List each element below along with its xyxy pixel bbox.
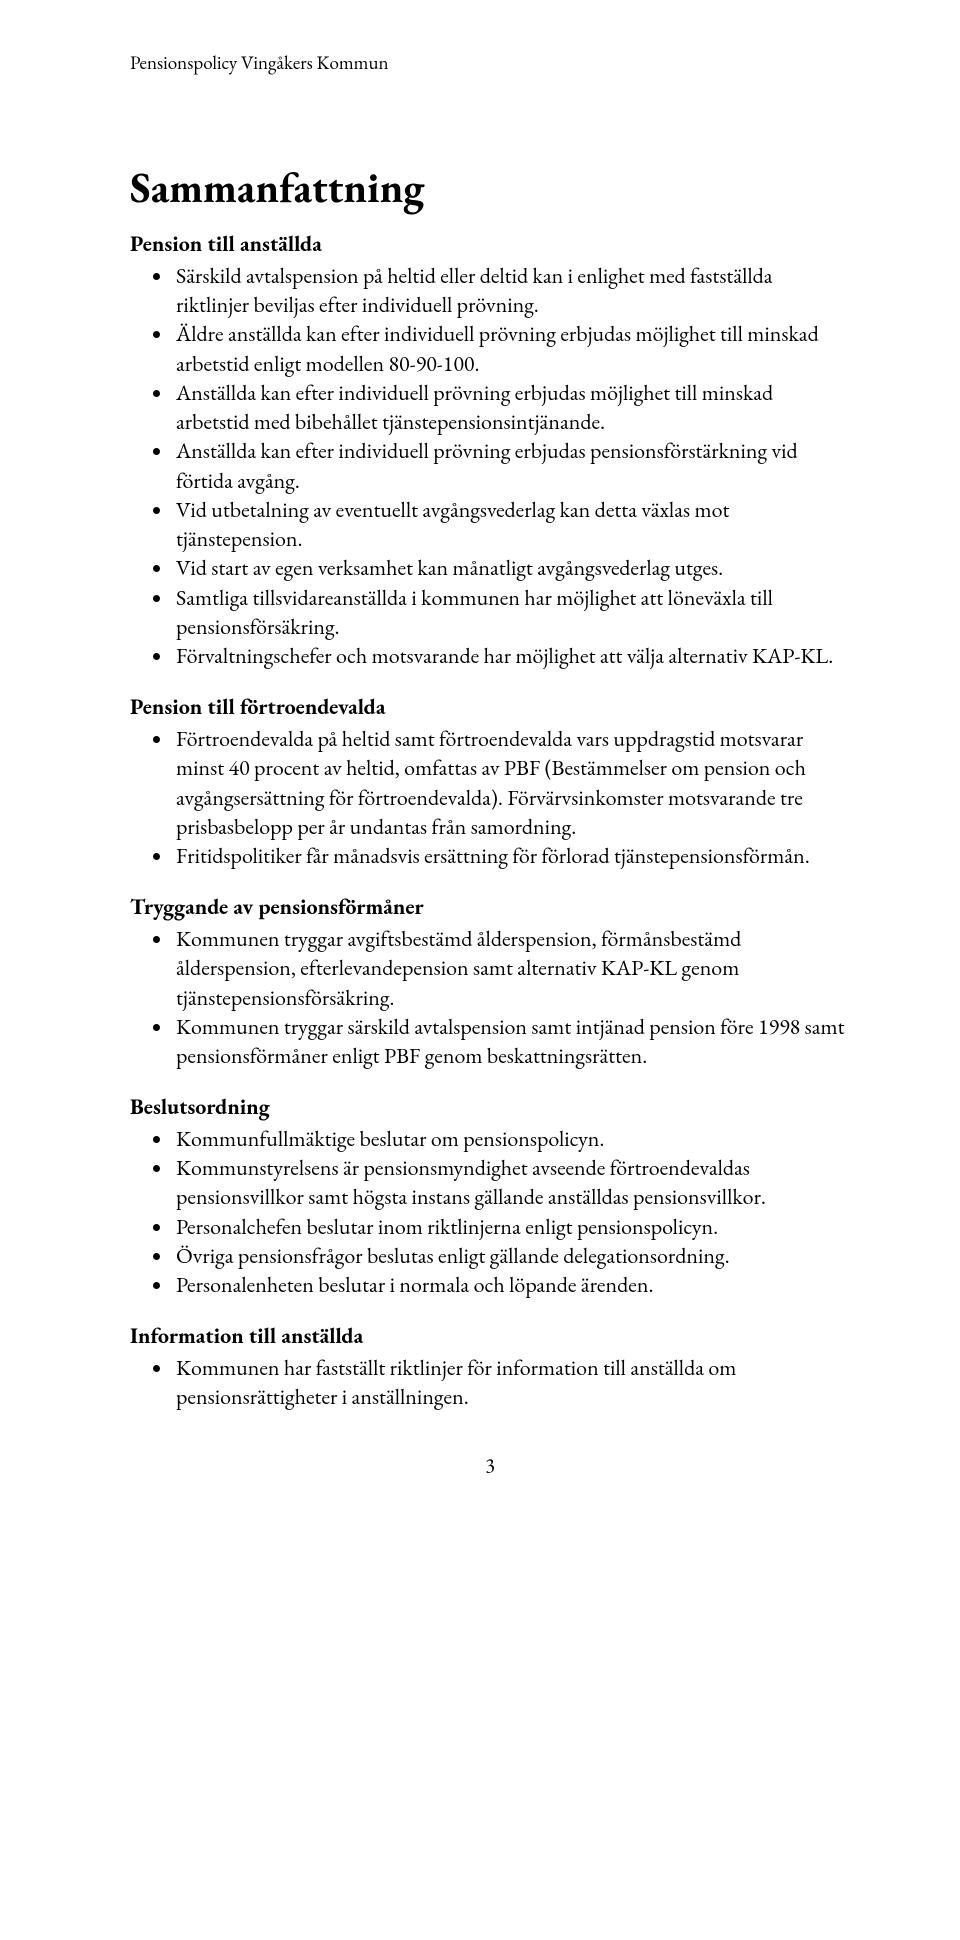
list-item: Särskild avtalspension på heltid eller d… xyxy=(174,261,850,320)
list-item: Kommunstyrelsens är pensionsmyndighet av… xyxy=(174,1153,850,1212)
section-heading: Information till anställda xyxy=(130,1321,850,1351)
section-heading: Pension till anställda xyxy=(130,229,850,259)
bullet-list: Kommunen har fastställt riktlinjer för i… xyxy=(130,1353,850,1412)
list-item: Förtroendevalda på heltid samt förtroend… xyxy=(174,724,850,841)
page-header: Pensionspolicy Vingåkers Kommun xyxy=(130,50,850,75)
list-item: Personalchefen beslutar inom riktlinjern… xyxy=(174,1212,850,1241)
list-item: Vid start av egen verksamhet kan månatli… xyxy=(174,553,850,582)
list-item: Anställda kan efter individuell prövning… xyxy=(174,378,850,437)
bullet-list: Särskild avtalspension på heltid eller d… xyxy=(130,261,850,671)
list-item: Samtliga tillsvidareanställda i kommunen… xyxy=(174,583,850,642)
list-item: Kommunen tryggar avgiftsbestämd ålderspe… xyxy=(174,924,850,1012)
list-item: Förvaltningschefer och motsvarande har m… xyxy=(174,641,850,670)
list-item: Kommunen har fastställt riktlinjer för i… xyxy=(174,1353,850,1412)
list-item: Anställda kan efter individuell prövning… xyxy=(174,436,850,495)
list-item: Personalenheten beslutar i normala och l… xyxy=(174,1270,850,1299)
page-title: Sammanfattning xyxy=(130,165,850,211)
bullet-list: Förtroendevalda på heltid samt förtroend… xyxy=(130,724,850,870)
bullet-list: Kommunen tryggar avgiftsbestämd ålderspe… xyxy=(130,924,850,1070)
section-heading: Tryggande av pensionsförmåner xyxy=(130,892,850,922)
list-item: Kommunfullmäktige beslutar om pensionspo… xyxy=(174,1124,850,1153)
list-item: Äldre anställda kan efter individuell pr… xyxy=(174,319,850,378)
section-heading: Beslutsordning xyxy=(130,1092,850,1122)
page-number: 3 xyxy=(130,1452,850,1478)
list-item: Övriga pensionsfrågor beslutas enligt gä… xyxy=(174,1241,850,1270)
section-heading: Pension till förtroendevalda xyxy=(130,692,850,722)
list-item: Vid utbetalning av eventuellt avgångsved… xyxy=(174,495,850,554)
document-page: Pensionspolicy Vingåkers Kommun Sammanfa… xyxy=(0,0,960,1940)
list-item: Kommunen tryggar särskild avtalspension … xyxy=(174,1012,850,1071)
bullet-list: Kommunfullmäktige beslutar om pensionspo… xyxy=(130,1124,850,1300)
list-item: Fritidspolitiker får månadsvis ersättnin… xyxy=(174,841,850,870)
